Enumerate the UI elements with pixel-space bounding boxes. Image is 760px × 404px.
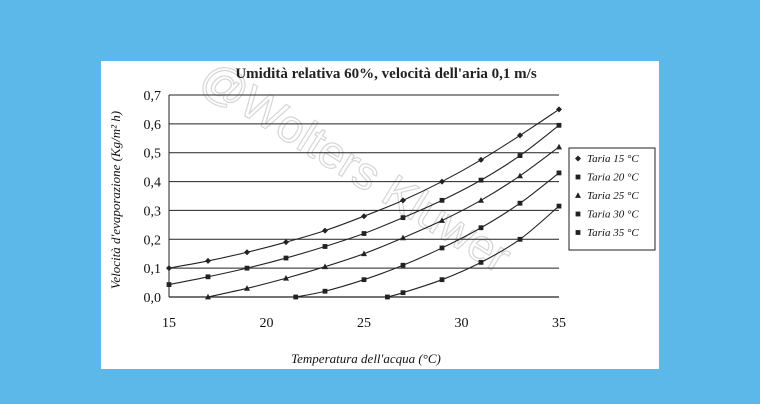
data-point [244, 285, 250, 291]
x-tick-label: 30 [455, 316, 469, 331]
data-point [400, 234, 406, 241]
data-point [400, 262, 406, 268]
data-point [517, 172, 523, 179]
data-point [439, 197, 445, 203]
evaporation-rate-chart: @Wolters Kluwer Umidità relativa 60%, ve… [108, 61, 656, 366]
axes: 0,0 0,1 0,2 0,3 0,4 0,5 0,6 0,7 15 20 25 30 35 [144, 89, 567, 331]
data-point [478, 197, 484, 203]
data-point [517, 236, 523, 242]
legend-item-label: Taria 15 °C [587, 153, 639, 165]
series-1 [166, 106, 562, 272]
data-point [478, 156, 484, 163]
data-point [478, 225, 484, 231]
data-point [439, 178, 445, 185]
legend-marker [575, 230, 581, 235]
data-point [556, 203, 562, 209]
x-tick-label: 35 [552, 316, 566, 331]
data-point [478, 259, 484, 265]
data-point [322, 244, 328, 249]
series-line [295, 172, 560, 298]
data-point [439, 277, 445, 283]
data-point [205, 274, 211, 280]
legend-marker [575, 211, 581, 217]
y-axis-label: Velocità d'evaporazione (Kg/m² h) [108, 111, 123, 289]
data-point [283, 239, 289, 246]
y-tick-label: 0,1 [144, 262, 162, 277]
y-tick-label: 0,6 [144, 118, 162, 133]
data-point [322, 263, 328, 270]
data-point [517, 153, 523, 158]
x-tick-label: 20 [260, 316, 274, 331]
legend-marker [575, 174, 581, 180]
grid [169, 94, 559, 298]
x-tick-label: 25 [357, 316, 371, 331]
data-point [283, 255, 289, 261]
chart-card: @Wolters Kluwer Umidità relativa 60%, ve… [101, 61, 659, 369]
legend-item-label: Taria 25 °C [587, 190, 639, 202]
data-point [400, 290, 406, 296]
data-point [322, 227, 328, 234]
legend-box [568, 147, 656, 251]
data-point [205, 257, 211, 264]
legend-marker [575, 192, 581, 198]
data-point [361, 277, 367, 283]
series-line [207, 146, 560, 298]
data-point [556, 170, 562, 176]
data-point [439, 245, 445, 251]
data-point [322, 288, 328, 294]
legend-item-label: Taria 35 °C [587, 227, 639, 239]
data-point [361, 231, 367, 236]
data-point [244, 249, 250, 256]
series-3 [205, 143, 562, 300]
watermark: @Wolters Kluwer [192, 61, 521, 283]
legend: Taria 15 °C Taria 20 °C Taria 25 °C Taria 3… [568, 147, 656, 251]
data-point [283, 275, 289, 281]
data-point [517, 132, 523, 139]
y-tick-label: 0,2 [144, 233, 162, 248]
y-tick-label: 0,3 [144, 204, 162, 219]
x-tick-label: 15 [162, 316, 176, 331]
data-point [361, 250, 367, 257]
y-tick-label: 0,5 [144, 147, 162, 162]
data-point [400, 215, 406, 221]
legend-marker [575, 155, 581, 162]
data-point [556, 143, 562, 150]
data-point [244, 265, 250, 271]
data-point [400, 197, 406, 204]
data-point [517, 200, 523, 206]
data-point [556, 106, 562, 113]
data-point [478, 177, 484, 183]
chart-title: Umidità relativa 60%, velocità dell'aria… [235, 66, 537, 82]
legend-item-label: Taria 30 °C [587, 209, 639, 221]
y-tick-label: 0,0 [144, 291, 162, 306]
y-tick-label: 0,4 [144, 176, 162, 191]
y-tick-label: 0,7 [144, 89, 162, 104]
legend-item-label: Taria 20 °C [587, 172, 639, 184]
data-point [556, 122, 562, 128]
data-point [439, 217, 445, 223]
series-layer [166, 106, 562, 300]
x-axis-label: Temperatura dell'acqua (°C) [291, 351, 441, 366]
data-point [361, 213, 367, 220]
